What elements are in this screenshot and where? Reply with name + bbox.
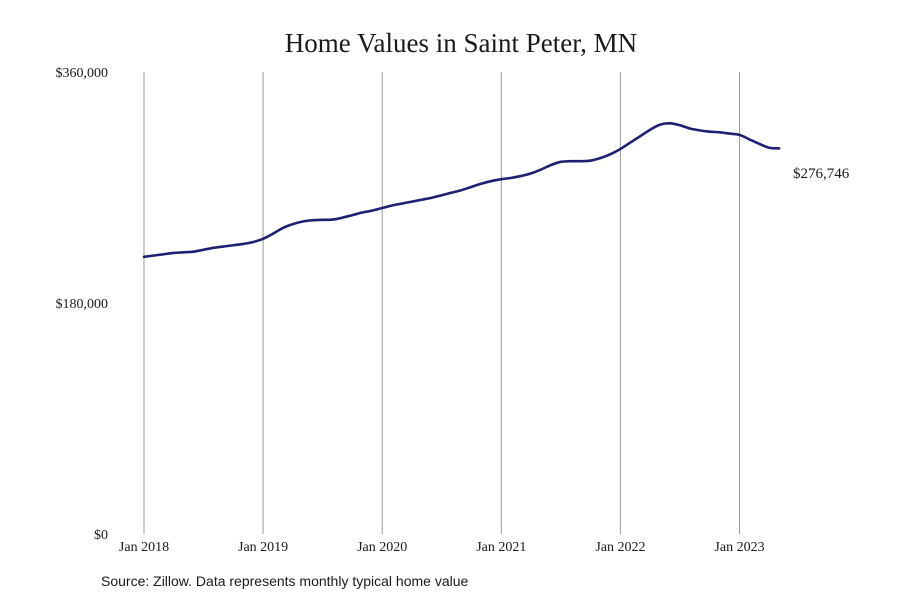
x-tick-label: Jan 2023: [714, 540, 764, 555]
y-tick-label: $360,000: [56, 66, 109, 81]
grid-lines: [143, 72, 740, 534]
x-tick-label: Jan 2018: [119, 540, 169, 555]
chart-title: Home Values in Saint Peter, MN: [285, 28, 637, 58]
x-tick-label: Jan 2022: [595, 540, 645, 555]
x-tick-label: Jan 2019: [238, 540, 288, 555]
x-tick-label: Jan 2021: [476, 540, 526, 555]
x-tick-label: Jan 2020: [357, 540, 407, 555]
y-axis-ticks: $0 $180,000 $360,000: [56, 66, 109, 543]
y-tick-label: $180,000: [56, 297, 109, 312]
home-value-series-line: [142, 122, 781, 259]
x-axis-ticks: Jan 2018 Jan 2019 Jan 2020 Jan 2021 Jan 2022…: [119, 540, 765, 555]
end-value-label: $276,746: [793, 166, 850, 182]
y-tick-label: $0: [94, 528, 108, 543]
source-note: Source: Zillow. Data represents monthly …: [101, 573, 468, 589]
